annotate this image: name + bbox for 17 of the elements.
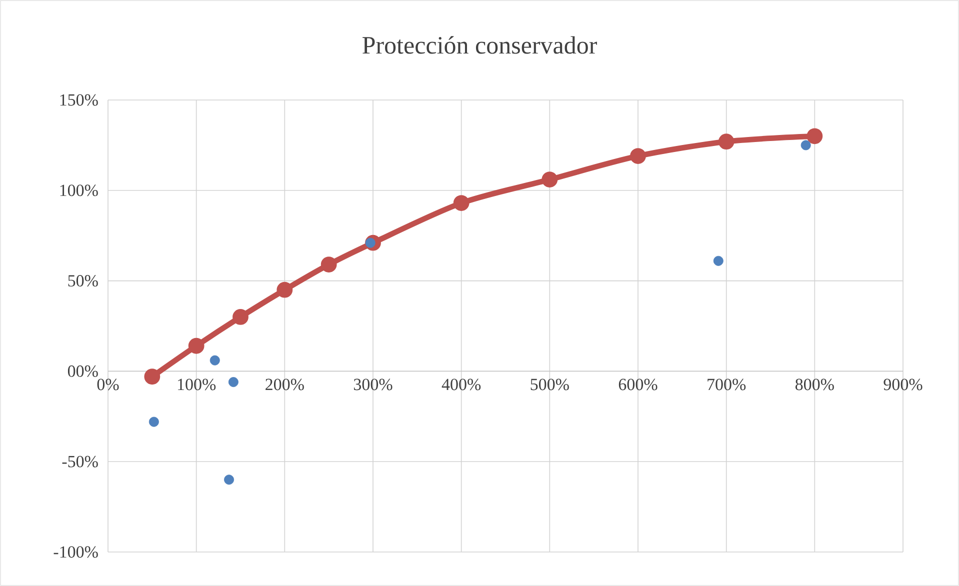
chart-title: Protección conservador (362, 36, 597, 54)
x-tick-label: 0% (97, 378, 119, 390)
y-tick-label: 150% (60, 94, 98, 106)
x-tick-label: 600% (618, 378, 658, 390)
y-tick-label: 100% (60, 184, 98, 196)
x-tick-label: 800% (795, 378, 834, 390)
x-tick-label: 100% (178, 378, 216, 390)
y-tick-label: 00% (68, 365, 98, 377)
x-tick-label: 200% (266, 378, 304, 390)
x-tick-label: 300% (354, 378, 392, 390)
x-tick-label: 700% (708, 378, 746, 390)
y-tick-label: -50% (62, 456, 98, 468)
x-tick-label: 900% (884, 378, 922, 390)
y-tick-label: -100% (54, 546, 98, 558)
y-tick-label: 50% (68, 275, 98, 287)
x-tick-label: 500% (530, 378, 569, 390)
x-tick-label: 400% (442, 378, 481, 390)
